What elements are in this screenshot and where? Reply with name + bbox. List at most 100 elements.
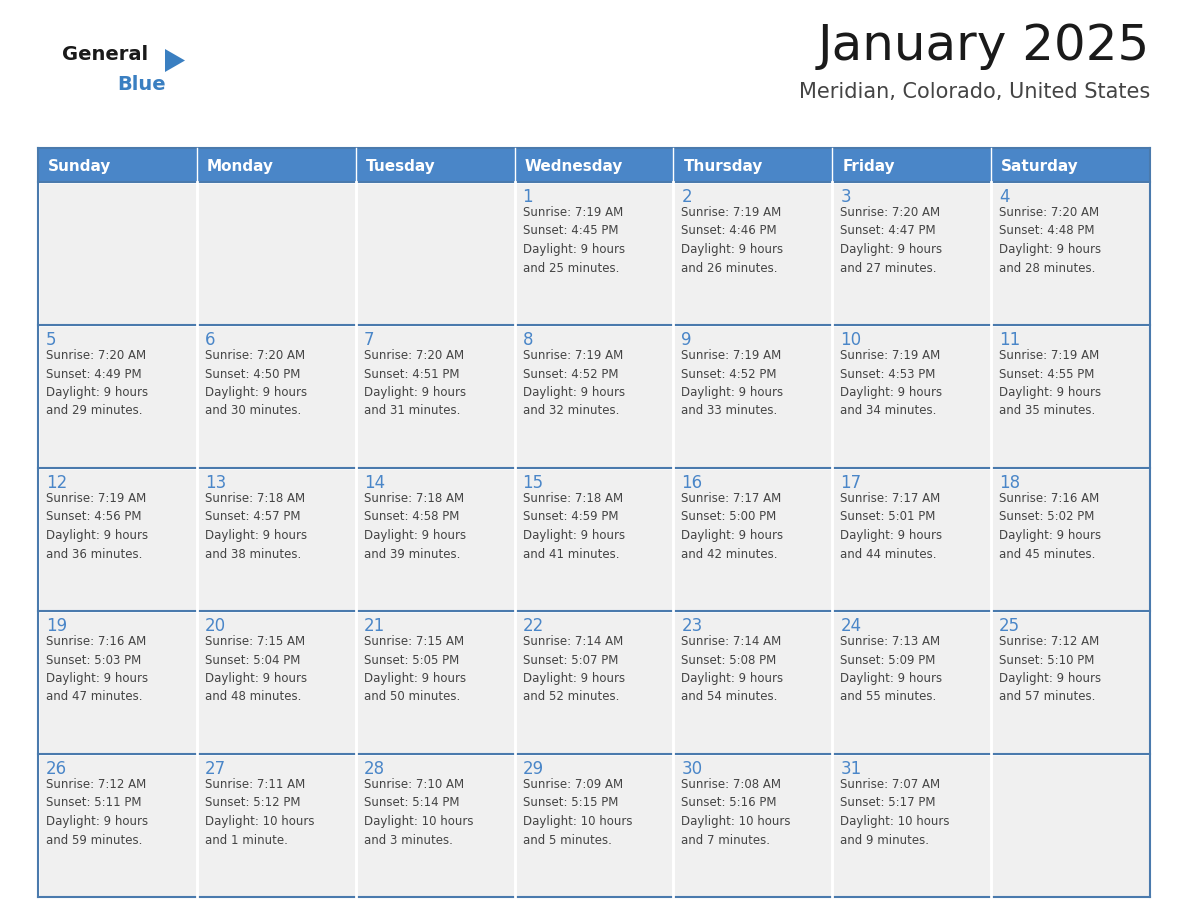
Bar: [197, 182, 355, 325]
Text: Blue: Blue: [116, 75, 165, 94]
Text: Sunrise: 7:16 AM
Sunset: 5:02 PM
Daylight: 9 hours
and 45 minutes.: Sunrise: 7:16 AM Sunset: 5:02 PM Dayligh…: [999, 492, 1101, 561]
Text: 14: 14: [364, 474, 385, 492]
Bar: [197, 611, 355, 754]
Text: 19: 19: [46, 617, 68, 635]
Text: Sunrise: 7:16 AM
Sunset: 5:03 PM
Daylight: 9 hours
and 47 minutes.: Sunrise: 7:16 AM Sunset: 5:03 PM Dayligh…: [46, 635, 148, 703]
Text: Friday: Friday: [842, 160, 895, 174]
Bar: [833, 754, 991, 897]
Bar: [38, 148, 1150, 182]
Text: Sunrise: 7:20 AM
Sunset: 4:50 PM
Daylight: 9 hours
and 30 minutes.: Sunrise: 7:20 AM Sunset: 4:50 PM Dayligh…: [204, 349, 307, 418]
Bar: [38, 182, 197, 325]
Text: 2: 2: [682, 188, 693, 206]
Bar: [991, 325, 1150, 468]
Bar: [674, 182, 833, 325]
Text: 10: 10: [840, 331, 861, 349]
Bar: [38, 754, 197, 897]
Text: Sunrise: 7:07 AM
Sunset: 5:17 PM
Daylight: 10 hours
and 9 minutes.: Sunrise: 7:07 AM Sunset: 5:17 PM Dayligh…: [840, 778, 949, 846]
Text: Sunrise: 7:10 AM
Sunset: 5:14 PM
Daylight: 10 hours
and 3 minutes.: Sunrise: 7:10 AM Sunset: 5:14 PM Dayligh…: [364, 778, 473, 846]
Text: Sunrise: 7:17 AM
Sunset: 5:01 PM
Daylight: 9 hours
and 44 minutes.: Sunrise: 7:17 AM Sunset: 5:01 PM Dayligh…: [840, 492, 942, 561]
Bar: [514, 325, 674, 468]
Text: 30: 30: [682, 760, 702, 778]
Text: 15: 15: [523, 474, 544, 492]
Text: Sunrise: 7:19 AM
Sunset: 4:55 PM
Daylight: 9 hours
and 35 minutes.: Sunrise: 7:19 AM Sunset: 4:55 PM Dayligh…: [999, 349, 1101, 418]
Text: Sunrise: 7:11 AM
Sunset: 5:12 PM
Daylight: 10 hours
and 1 minute.: Sunrise: 7:11 AM Sunset: 5:12 PM Dayligh…: [204, 778, 315, 846]
Bar: [514, 754, 674, 897]
Text: 26: 26: [46, 760, 68, 778]
Bar: [38, 468, 197, 611]
Text: Sunrise: 7:19 AM
Sunset: 4:45 PM
Daylight: 9 hours
and 25 minutes.: Sunrise: 7:19 AM Sunset: 4:45 PM Dayligh…: [523, 206, 625, 274]
Bar: [38, 325, 197, 468]
Text: 18: 18: [999, 474, 1020, 492]
Text: 17: 17: [840, 474, 861, 492]
Text: Sunrise: 7:18 AM
Sunset: 4:58 PM
Daylight: 9 hours
and 39 minutes.: Sunrise: 7:18 AM Sunset: 4:58 PM Dayligh…: [364, 492, 466, 561]
Bar: [355, 611, 514, 754]
Text: 29: 29: [523, 760, 544, 778]
Text: Sunrise: 7:20 AM
Sunset: 4:47 PM
Daylight: 9 hours
and 27 minutes.: Sunrise: 7:20 AM Sunset: 4:47 PM Dayligh…: [840, 206, 942, 274]
Bar: [355, 325, 514, 468]
Text: Monday: Monday: [207, 160, 274, 174]
Text: 11: 11: [999, 331, 1020, 349]
Text: Sunrise: 7:19 AM
Sunset: 4:52 PM
Daylight: 9 hours
and 32 minutes.: Sunrise: 7:19 AM Sunset: 4:52 PM Dayligh…: [523, 349, 625, 418]
Bar: [514, 182, 674, 325]
Text: 20: 20: [204, 617, 226, 635]
Bar: [514, 611, 674, 754]
Text: January 2025: January 2025: [817, 22, 1150, 70]
Bar: [197, 754, 355, 897]
Text: 6: 6: [204, 331, 215, 349]
Text: 24: 24: [840, 617, 861, 635]
Bar: [833, 182, 991, 325]
Bar: [674, 754, 833, 897]
Bar: [355, 182, 514, 325]
Text: Sunrise: 7:18 AM
Sunset: 4:57 PM
Daylight: 9 hours
and 38 minutes.: Sunrise: 7:18 AM Sunset: 4:57 PM Dayligh…: [204, 492, 307, 561]
Text: 21: 21: [364, 617, 385, 635]
Text: 8: 8: [523, 331, 533, 349]
Bar: [991, 754, 1150, 897]
Text: 25: 25: [999, 617, 1020, 635]
Text: 13: 13: [204, 474, 226, 492]
Text: Sunrise: 7:19 AM
Sunset: 4:52 PM
Daylight: 9 hours
and 33 minutes.: Sunrise: 7:19 AM Sunset: 4:52 PM Dayligh…: [682, 349, 784, 418]
Text: Sunrise: 7:15 AM
Sunset: 5:05 PM
Daylight: 9 hours
and 50 minutes.: Sunrise: 7:15 AM Sunset: 5:05 PM Dayligh…: [364, 635, 466, 703]
Text: Sunrise: 7:19 AM
Sunset: 4:56 PM
Daylight: 9 hours
and 36 minutes.: Sunrise: 7:19 AM Sunset: 4:56 PM Dayligh…: [46, 492, 148, 561]
Bar: [197, 468, 355, 611]
Text: Sunrise: 7:12 AM
Sunset: 5:10 PM
Daylight: 9 hours
and 57 minutes.: Sunrise: 7:12 AM Sunset: 5:10 PM Dayligh…: [999, 635, 1101, 703]
Text: 23: 23: [682, 617, 702, 635]
Text: 16: 16: [682, 474, 702, 492]
Bar: [355, 754, 514, 897]
Text: Sunrise: 7:20 AM
Sunset: 4:51 PM
Daylight: 9 hours
and 31 minutes.: Sunrise: 7:20 AM Sunset: 4:51 PM Dayligh…: [364, 349, 466, 418]
Text: 5: 5: [46, 331, 57, 349]
Bar: [991, 611, 1150, 754]
Text: Sunrise: 7:19 AM
Sunset: 4:53 PM
Daylight: 9 hours
and 34 minutes.: Sunrise: 7:19 AM Sunset: 4:53 PM Dayligh…: [840, 349, 942, 418]
Bar: [674, 468, 833, 611]
Text: Sunrise: 7:14 AM
Sunset: 5:07 PM
Daylight: 9 hours
and 52 minutes.: Sunrise: 7:14 AM Sunset: 5:07 PM Dayligh…: [523, 635, 625, 703]
Bar: [38, 611, 197, 754]
Text: Sunrise: 7:12 AM
Sunset: 5:11 PM
Daylight: 9 hours
and 59 minutes.: Sunrise: 7:12 AM Sunset: 5:11 PM Dayligh…: [46, 778, 148, 846]
Bar: [833, 325, 991, 468]
Text: Meridian, Colorado, United States: Meridian, Colorado, United States: [798, 82, 1150, 102]
Polygon shape: [165, 49, 185, 72]
Text: Saturday: Saturday: [1001, 160, 1079, 174]
Text: 9: 9: [682, 331, 691, 349]
Bar: [674, 611, 833, 754]
Text: Sunrise: 7:20 AM
Sunset: 4:48 PM
Daylight: 9 hours
and 28 minutes.: Sunrise: 7:20 AM Sunset: 4:48 PM Dayligh…: [999, 206, 1101, 274]
Text: Sunrise: 7:09 AM
Sunset: 5:15 PM
Daylight: 10 hours
and 5 minutes.: Sunrise: 7:09 AM Sunset: 5:15 PM Dayligh…: [523, 778, 632, 846]
Bar: [991, 468, 1150, 611]
Text: 1: 1: [523, 188, 533, 206]
Bar: [355, 468, 514, 611]
Bar: [197, 325, 355, 468]
Text: 28: 28: [364, 760, 385, 778]
Text: Sunrise: 7:18 AM
Sunset: 4:59 PM
Daylight: 9 hours
and 41 minutes.: Sunrise: 7:18 AM Sunset: 4:59 PM Dayligh…: [523, 492, 625, 561]
Bar: [674, 325, 833, 468]
Text: 31: 31: [840, 760, 861, 778]
Text: 3: 3: [840, 188, 851, 206]
Text: 7: 7: [364, 331, 374, 349]
Text: Tuesday: Tuesday: [366, 160, 436, 174]
Bar: [833, 611, 991, 754]
Text: Thursday: Thursday: [683, 160, 763, 174]
Text: Sunrise: 7:15 AM
Sunset: 5:04 PM
Daylight: 9 hours
and 48 minutes.: Sunrise: 7:15 AM Sunset: 5:04 PM Dayligh…: [204, 635, 307, 703]
Text: 4: 4: [999, 188, 1010, 206]
Text: 27: 27: [204, 760, 226, 778]
Text: 12: 12: [46, 474, 68, 492]
Text: 22: 22: [523, 617, 544, 635]
Text: General: General: [62, 45, 148, 64]
Text: Sunrise: 7:08 AM
Sunset: 5:16 PM
Daylight: 10 hours
and 7 minutes.: Sunrise: 7:08 AM Sunset: 5:16 PM Dayligh…: [682, 778, 791, 846]
